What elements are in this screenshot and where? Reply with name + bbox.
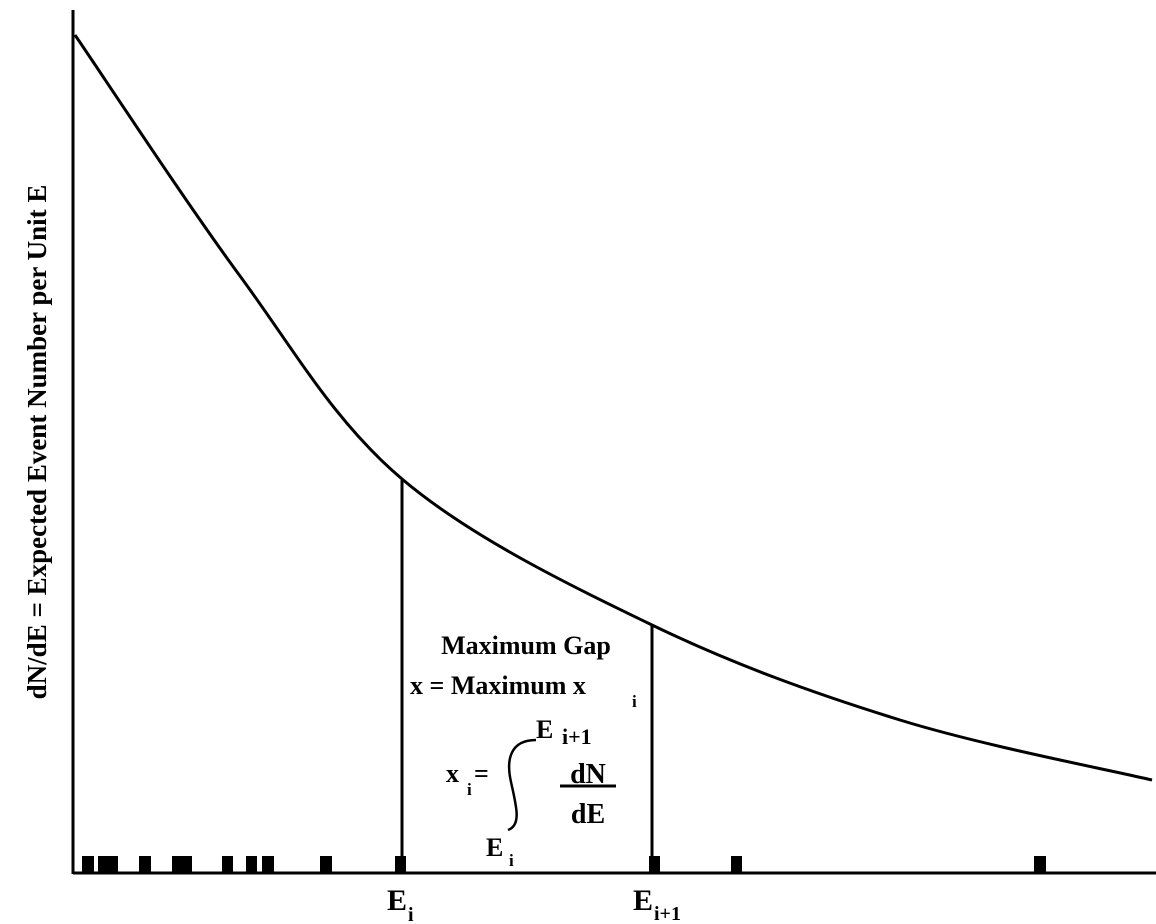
x-label-ei: E (387, 884, 407, 917)
event-marker (222, 856, 233, 873)
integral-variable-subscript: i (467, 780, 472, 799)
integral-sign (507, 738, 537, 832)
integral-lower-limit-subscript: i (509, 851, 514, 870)
gap-formula-subscript: i (632, 692, 637, 711)
event-marker (246, 856, 257, 873)
integral-upper-limit: E (536, 715, 553, 744)
dnde-curve (73, 34, 1153, 782)
event-marker (82, 856, 94, 873)
event-marker (320, 856, 332, 873)
x-label-ei1: E (633, 884, 653, 917)
event-markers (82, 856, 1046, 873)
integral-upper-limit-subscript: i+1 (562, 724, 592, 749)
x-label-ei-subscript: i (408, 904, 414, 924)
integral-lower-limit: E (486, 833, 503, 862)
y-axis-label: dN/dE = Expected Event Number per Unit E (22, 185, 52, 700)
integral-equals: = (474, 759, 489, 788)
event-marker (262, 856, 274, 873)
fraction-denominator: dE (571, 799, 605, 830)
event-marker (649, 856, 660, 873)
event-marker (395, 856, 406, 873)
event-marker (98, 856, 118, 873)
x-label-ei1-subscript: i+1 (654, 903, 681, 924)
gap-title: Maximum Gap (441, 631, 611, 660)
event-marker (139, 856, 151, 873)
event-marker (1034, 856, 1046, 873)
gap-formula-lhs: x = Maximum x (410, 671, 586, 700)
integral-variable: x (446, 759, 459, 788)
event-marker (731, 856, 742, 873)
event-marker (172, 856, 192, 873)
